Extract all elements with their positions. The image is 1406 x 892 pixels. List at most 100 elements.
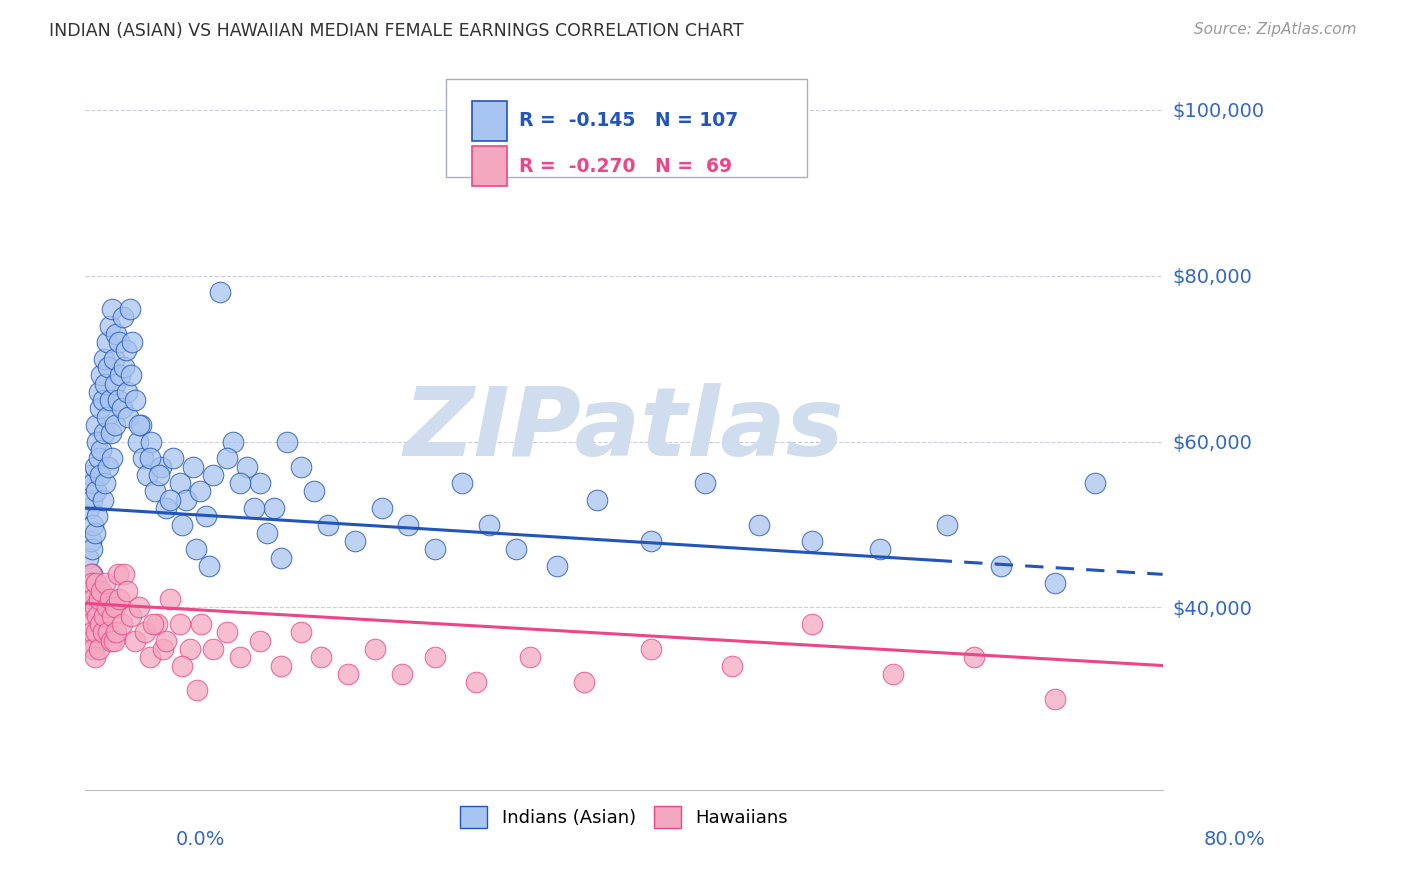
Point (963, 650, 986, 665)
Point (302, 484, 325, 499)
Point (107, 393, 129, 408)
Text: INDIAN (ASIAN) VS HAWAIIAN MEDIAN FEMALE EARNINGS CORRELATION CHART: INDIAN (ASIAN) VS HAWAIIAN MEDIAN FEMALE… (49, 22, 744, 40)
Point (149, 459, 172, 474)
Point (290, 459, 312, 474)
Point (105, 326, 128, 341)
Point (148, 467, 170, 482)
Point (91, 492, 114, 507)
Point (93, 351, 115, 366)
Point (159, 492, 181, 507)
Point (586, 492, 609, 507)
Point (184, 542, 207, 557)
Point (80, 625, 103, 640)
Point (84, 575, 107, 590)
Point (87, 592, 110, 607)
Point (290, 625, 312, 640)
Point (143, 484, 166, 499)
Point (112, 359, 135, 374)
Point (145, 617, 167, 632)
Point (142, 617, 165, 632)
Point (94, 476, 117, 491)
Point (89, 467, 111, 482)
Point (101, 301, 124, 316)
Point (882, 666, 904, 681)
Point (103, 351, 125, 366)
Point (87, 384, 110, 399)
Point (83, 459, 105, 474)
Point (236, 459, 259, 474)
Point (169, 476, 191, 491)
Point (115, 384, 138, 399)
Point (572, 675, 595, 690)
Point (101, 608, 124, 623)
Point (222, 434, 245, 449)
Point (134, 625, 156, 640)
Point (111, 617, 134, 632)
Point (96, 600, 118, 615)
Point (83, 600, 105, 615)
Point (936, 517, 959, 532)
Point (1084, 476, 1107, 491)
Point (115, 583, 138, 598)
Point (179, 642, 201, 657)
Point (128, 418, 150, 433)
Point (121, 335, 143, 350)
Point (249, 476, 271, 491)
Point (124, 633, 146, 648)
Point (86, 434, 108, 449)
Point (343, 534, 366, 549)
Point (546, 559, 568, 574)
Point (505, 542, 527, 557)
Point (162, 451, 184, 466)
Point (90, 583, 112, 598)
Point (249, 633, 271, 648)
Point (181, 459, 204, 474)
Point (114, 343, 136, 358)
Point (316, 517, 339, 532)
Point (101, 451, 124, 466)
Text: 0.0%: 0.0% (176, 830, 225, 848)
Point (208, 285, 231, 300)
Point (82, 476, 104, 491)
Point (86, 608, 108, 623)
Point (91, 625, 114, 640)
Point (93, 608, 115, 623)
Point (190, 617, 212, 632)
Point (136, 467, 159, 482)
Point (256, 525, 278, 540)
Point (97, 625, 120, 640)
Point (112, 567, 135, 582)
Point (84, 418, 107, 433)
Point (215, 451, 238, 466)
Text: 80.0%: 80.0% (1204, 830, 1265, 848)
Point (84, 625, 107, 640)
Point (98, 592, 121, 607)
Point (215, 625, 238, 640)
Point (270, 550, 292, 565)
Point (89, 401, 111, 416)
Point (77, 550, 100, 565)
Point (100, 426, 122, 441)
Point (869, 542, 891, 557)
Point (82, 592, 104, 607)
Point (79, 567, 101, 582)
Point (129, 418, 152, 433)
Point (79, 500, 101, 515)
Point (176, 492, 198, 507)
Point (1043, 575, 1066, 590)
Point (82, 642, 104, 657)
Point (80, 492, 103, 507)
Point (640, 534, 662, 549)
Point (198, 559, 221, 574)
Point (108, 592, 131, 607)
Point (98, 393, 121, 408)
Point (107, 567, 129, 582)
Point (478, 517, 501, 532)
Point (82, 517, 104, 532)
Point (152, 642, 174, 657)
Point (89, 617, 111, 632)
Point (169, 617, 191, 632)
Point (128, 600, 150, 615)
Point (103, 633, 125, 648)
Point (96, 409, 118, 424)
